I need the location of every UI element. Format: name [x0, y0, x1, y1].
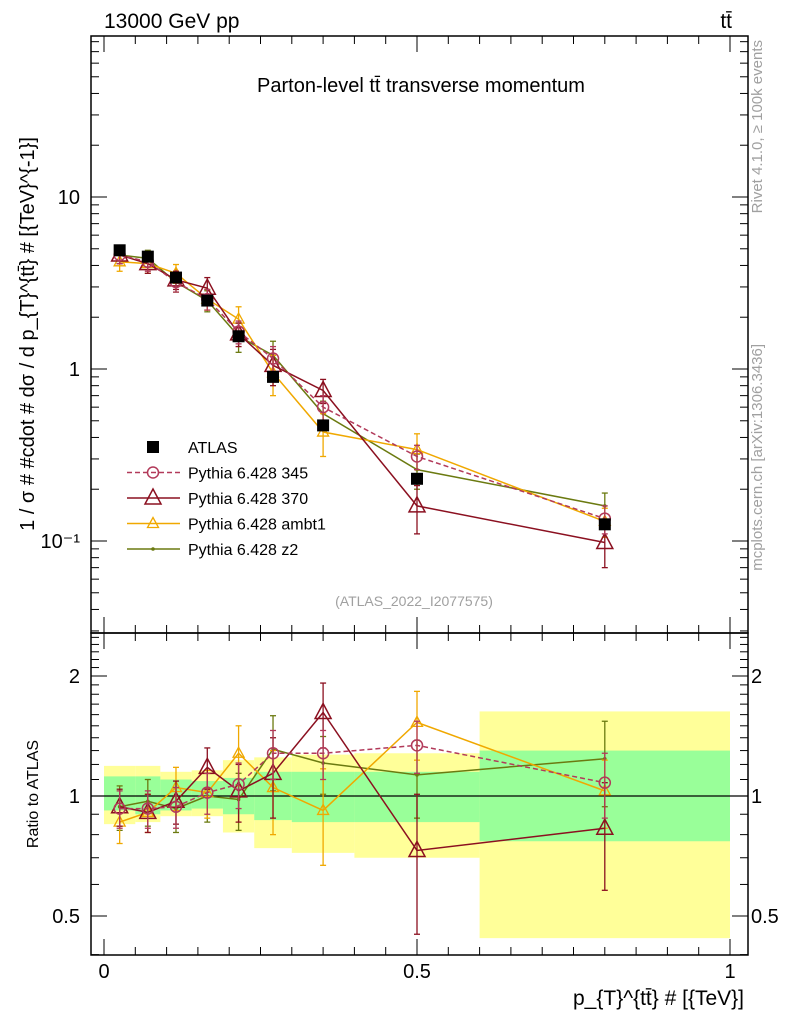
- ratio-point: [313, 701, 333, 720]
- ratio-point: [407, 839, 427, 858]
- main-y-tick-label: 10⁻¹: [41, 531, 81, 553]
- legend: ATLAS Pythia 6.428 345 Pythia 6.428 370 Pyt…: [127, 440, 326, 559]
- legend-label: Pythia 6.428 z2: [188, 542, 298, 559]
- ratio-y-tick-label: 2: [69, 666, 80, 688]
- x-tick-label: 0.5: [403, 961, 431, 983]
- ratio-point: [231, 745, 246, 758]
- ratio-point: [595, 817, 615, 836]
- legend-marker: [147, 441, 159, 453]
- main-point: [317, 419, 330, 432]
- main-title: Parton-level tt̄ transverse momentum: [257, 75, 585, 97]
- main-point: [411, 472, 423, 485]
- x-axis-label: p_{T}^{tt̄} # [{TeV}]: [573, 987, 744, 1010]
- analysis-watermark: (ATLAS_2022_I2077575): [335, 593, 493, 609]
- legend-label: Pythia 6.428 345: [188, 466, 308, 483]
- process-label: tt̄: [720, 10, 732, 33]
- energy-label: 13000 GeV pp: [104, 10, 239, 33]
- main-point: [316, 400, 330, 414]
- main-point: [169, 271, 182, 284]
- ratio-y-tick-label-right: 2: [751, 666, 762, 688]
- main-point: [598, 518, 611, 531]
- rivet-label: Rivet 4.1.0, ≥ 100k events: [749, 40, 766, 213]
- legend-marker: [146, 516, 160, 529]
- main-point: [266, 352, 280, 365]
- x-tick-label: 1: [724, 961, 735, 983]
- main-point: [201, 294, 214, 307]
- ratio-y-axis-label: Ratio to ATLAS: [25, 740, 42, 848]
- ratio-point: [141, 802, 155, 815]
- ratio-point: [113, 802, 126, 815]
- legend-entry-atlas: ATLAS: [147, 440, 238, 457]
- ratio-point: [266, 747, 280, 760]
- ratio-point: [316, 747, 330, 760]
- ratio-y-tick-label: 0.5: [52, 906, 80, 928]
- x-tick-label: 0: [98, 961, 109, 983]
- ratio-point: [598, 776, 612, 789]
- legend-entry-pythia-6-428-ambt1: Pythia 6.428 ambt1: [127, 516, 326, 534]
- ratio-series-pythia-6-428-345: [113, 720, 612, 829]
- main-y-tick-label: 10: [58, 187, 80, 209]
- legend-entry-pythia-6-428-z2: Pythia 6.428 z2: [127, 542, 298, 559]
- ratio-frame: [90, 632, 749, 956]
- main-point: [141, 250, 154, 263]
- legend-label: Pythia 6.428 370: [188, 491, 308, 508]
- main-y-axis: 10⁻¹ 1 10: [41, 36, 748, 633]
- main-point: [113, 244, 126, 257]
- main-y-axis-label: 1 / σ # #cdot # dσ / d p_{T}^{tt̄} # [{T…: [17, 137, 39, 531]
- main-y-tick-label: 1: [69, 359, 80, 381]
- legend-marker: [143, 487, 163, 505]
- main-point: [407, 495, 427, 513]
- mcplots-label: mcplots.cern.ch [arXiv:1306.3436]: [749, 344, 766, 571]
- main-point: [232, 330, 245, 343]
- ratio-series-group: [110, 682, 615, 935]
- legend-entry-pythia-6-428-370: Pythia 6.428 370: [127, 487, 308, 508]
- main-point: [267, 370, 280, 383]
- main-point: [595, 531, 615, 550]
- ratio-y-tick-label: 1: [69, 786, 80, 808]
- main-point: [410, 450, 424, 463]
- main-series-group: [110, 244, 615, 569]
- legend-entry-pythia-6-428-345: Pythia 6.428 345: [127, 466, 308, 483]
- legend-marker: [151, 547, 155, 551]
- legend-marker: [146, 466, 160, 479]
- ratio-point: [410, 739, 424, 752]
- legend-label: ATLAS: [188, 440, 238, 457]
- ratio-point: [232, 778, 245, 791]
- ratio-y-tick-label-right: 1: [751, 786, 762, 808]
- ratio-point: [316, 803, 330, 816]
- legend-label: Pythia 6.428 ambt1: [188, 517, 326, 534]
- main-series-pythia-6-428-370: [110, 244, 615, 569]
- main-series-atlas: [113, 244, 611, 531]
- ratio-point: [169, 800, 183, 813]
- ratio-point: [201, 786, 214, 799]
- ratio-y-tick-label-right: 0.5: [751, 906, 779, 928]
